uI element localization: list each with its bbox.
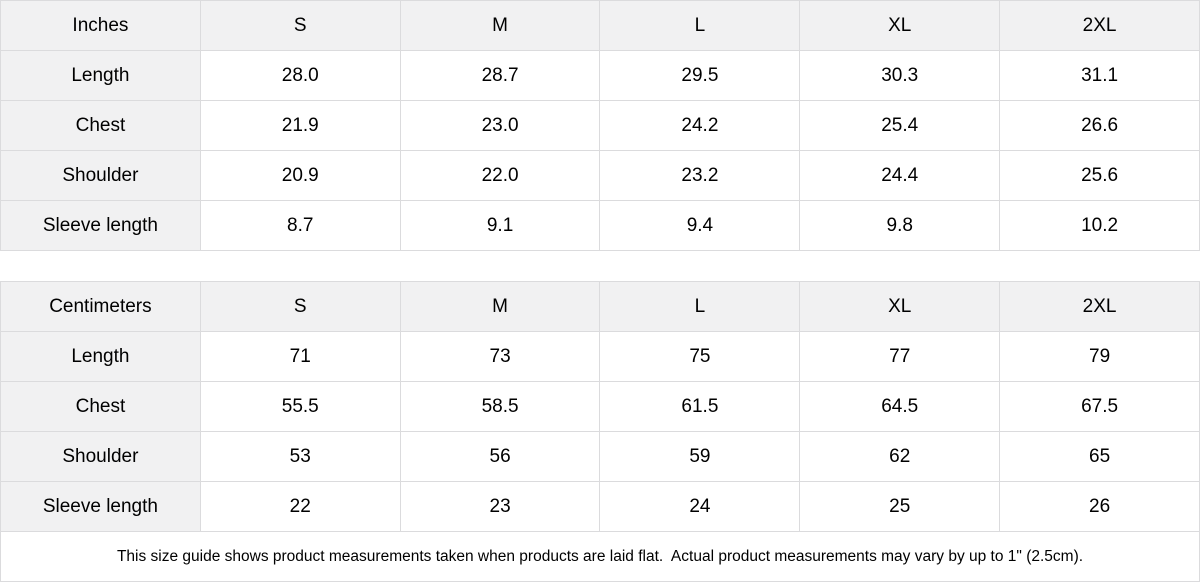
value-cell: 9.4 bbox=[599, 200, 801, 251]
table-row: Chest 55.5 58.5 61.5 64.5 67.5 bbox=[0, 381, 1200, 432]
value-cell: 24 bbox=[599, 481, 801, 532]
value-cell: 65 bbox=[999, 431, 1200, 482]
value-cell: 53 bbox=[199, 431, 401, 482]
value-cell: 62 bbox=[799, 431, 1001, 482]
value-cell: 22.0 bbox=[399, 150, 601, 201]
value-cell: 58.5 bbox=[399, 381, 601, 432]
row-label-cell: Length bbox=[0, 331, 201, 382]
table-row: Length 28.0 28.7 29.5 30.3 31.1 bbox=[0, 50, 1200, 101]
row-label-cell: Shoulder bbox=[0, 431, 201, 482]
value-cell: 59 bbox=[599, 431, 801, 482]
value-cell: 71 bbox=[199, 331, 401, 382]
size-header-cell: M bbox=[399, 281, 601, 332]
table-row: Sleeve length 22 23 24 25 26 bbox=[0, 481, 1200, 532]
unit-header-cell: Centimeters bbox=[0, 281, 201, 332]
value-cell: 9.1 bbox=[399, 200, 601, 251]
row-label-cell: Chest bbox=[0, 381, 201, 432]
value-cell: 25 bbox=[799, 481, 1001, 532]
value-cell: 10.2 bbox=[999, 200, 1200, 251]
row-label-cell: Shoulder bbox=[0, 150, 201, 201]
value-cell: 24.4 bbox=[799, 150, 1001, 201]
value-cell: 23.2 bbox=[599, 150, 801, 201]
centimeters-table: Centimeters S M L XL 2XL Length 71 73 75… bbox=[0, 281, 1200, 532]
table-gap bbox=[0, 251, 1200, 281]
value-cell: 67.5 bbox=[999, 381, 1200, 432]
table-row: Chest 21.9 23.0 24.2 25.4 26.6 bbox=[0, 100, 1200, 151]
size-header-cell: XL bbox=[799, 281, 1001, 332]
value-cell: 29.5 bbox=[599, 50, 801, 101]
value-cell: 28.7 bbox=[399, 50, 601, 101]
value-cell: 22 bbox=[199, 481, 401, 532]
row-label-cell: Length bbox=[0, 50, 201, 101]
inches-header-row: Inches S M L XL 2XL bbox=[0, 0, 1200, 51]
unit-header-cell: Inches bbox=[0, 0, 201, 51]
size-header-cell: S bbox=[199, 281, 401, 332]
value-cell: 9.8 bbox=[799, 200, 1001, 251]
size-header-cell: 2XL bbox=[999, 0, 1200, 51]
value-cell: 24.2 bbox=[599, 100, 801, 151]
value-cell: 8.7 bbox=[199, 200, 401, 251]
value-cell: 25.6 bbox=[999, 150, 1200, 201]
size-header-cell: L bbox=[599, 281, 801, 332]
value-cell: 75 bbox=[599, 331, 801, 382]
inches-table: Inches S M L XL 2XL Length 28.0 28.7 29.… bbox=[0, 0, 1200, 251]
value-cell: 26.6 bbox=[999, 100, 1200, 151]
size-header-cell: L bbox=[599, 0, 801, 51]
size-header-cell: XL bbox=[799, 0, 1001, 51]
value-cell: 23 bbox=[399, 481, 601, 532]
value-cell: 31.1 bbox=[999, 50, 1200, 101]
size-header-cell: M bbox=[399, 0, 601, 51]
value-cell: 61.5 bbox=[599, 381, 801, 432]
value-cell: 55.5 bbox=[199, 381, 401, 432]
value-cell: 73 bbox=[399, 331, 601, 382]
value-cell: 56 bbox=[399, 431, 601, 482]
table-row: Sleeve length 8.7 9.1 9.4 9.8 10.2 bbox=[0, 200, 1200, 251]
value-cell: 20.9 bbox=[199, 150, 401, 201]
value-cell: 21.9 bbox=[199, 100, 401, 151]
value-cell: 28.0 bbox=[199, 50, 401, 101]
value-cell: 23.0 bbox=[399, 100, 601, 151]
table-row: Shoulder 53 56 59 62 65 bbox=[0, 431, 1200, 482]
value-cell: 79 bbox=[999, 331, 1200, 382]
value-cell: 25.4 bbox=[799, 100, 1001, 151]
value-cell: 64.5 bbox=[799, 381, 1001, 432]
row-label-cell: Sleeve length bbox=[0, 481, 201, 532]
footer-note: This size guide shows product measuremen… bbox=[0, 532, 1200, 582]
size-header-cell: S bbox=[199, 0, 401, 51]
size-header-cell: 2XL bbox=[999, 281, 1200, 332]
centimeters-header-row: Centimeters S M L XL 2XL bbox=[0, 281, 1200, 332]
row-label-cell: Chest bbox=[0, 100, 201, 151]
row-label-cell: Sleeve length bbox=[0, 200, 201, 251]
value-cell: 30.3 bbox=[799, 50, 1001, 101]
table-row: Shoulder 20.9 22.0 23.2 24.4 25.6 bbox=[0, 150, 1200, 201]
value-cell: 26 bbox=[999, 481, 1200, 532]
table-row: Length 71 73 75 77 79 bbox=[0, 331, 1200, 382]
value-cell: 77 bbox=[799, 331, 1001, 382]
